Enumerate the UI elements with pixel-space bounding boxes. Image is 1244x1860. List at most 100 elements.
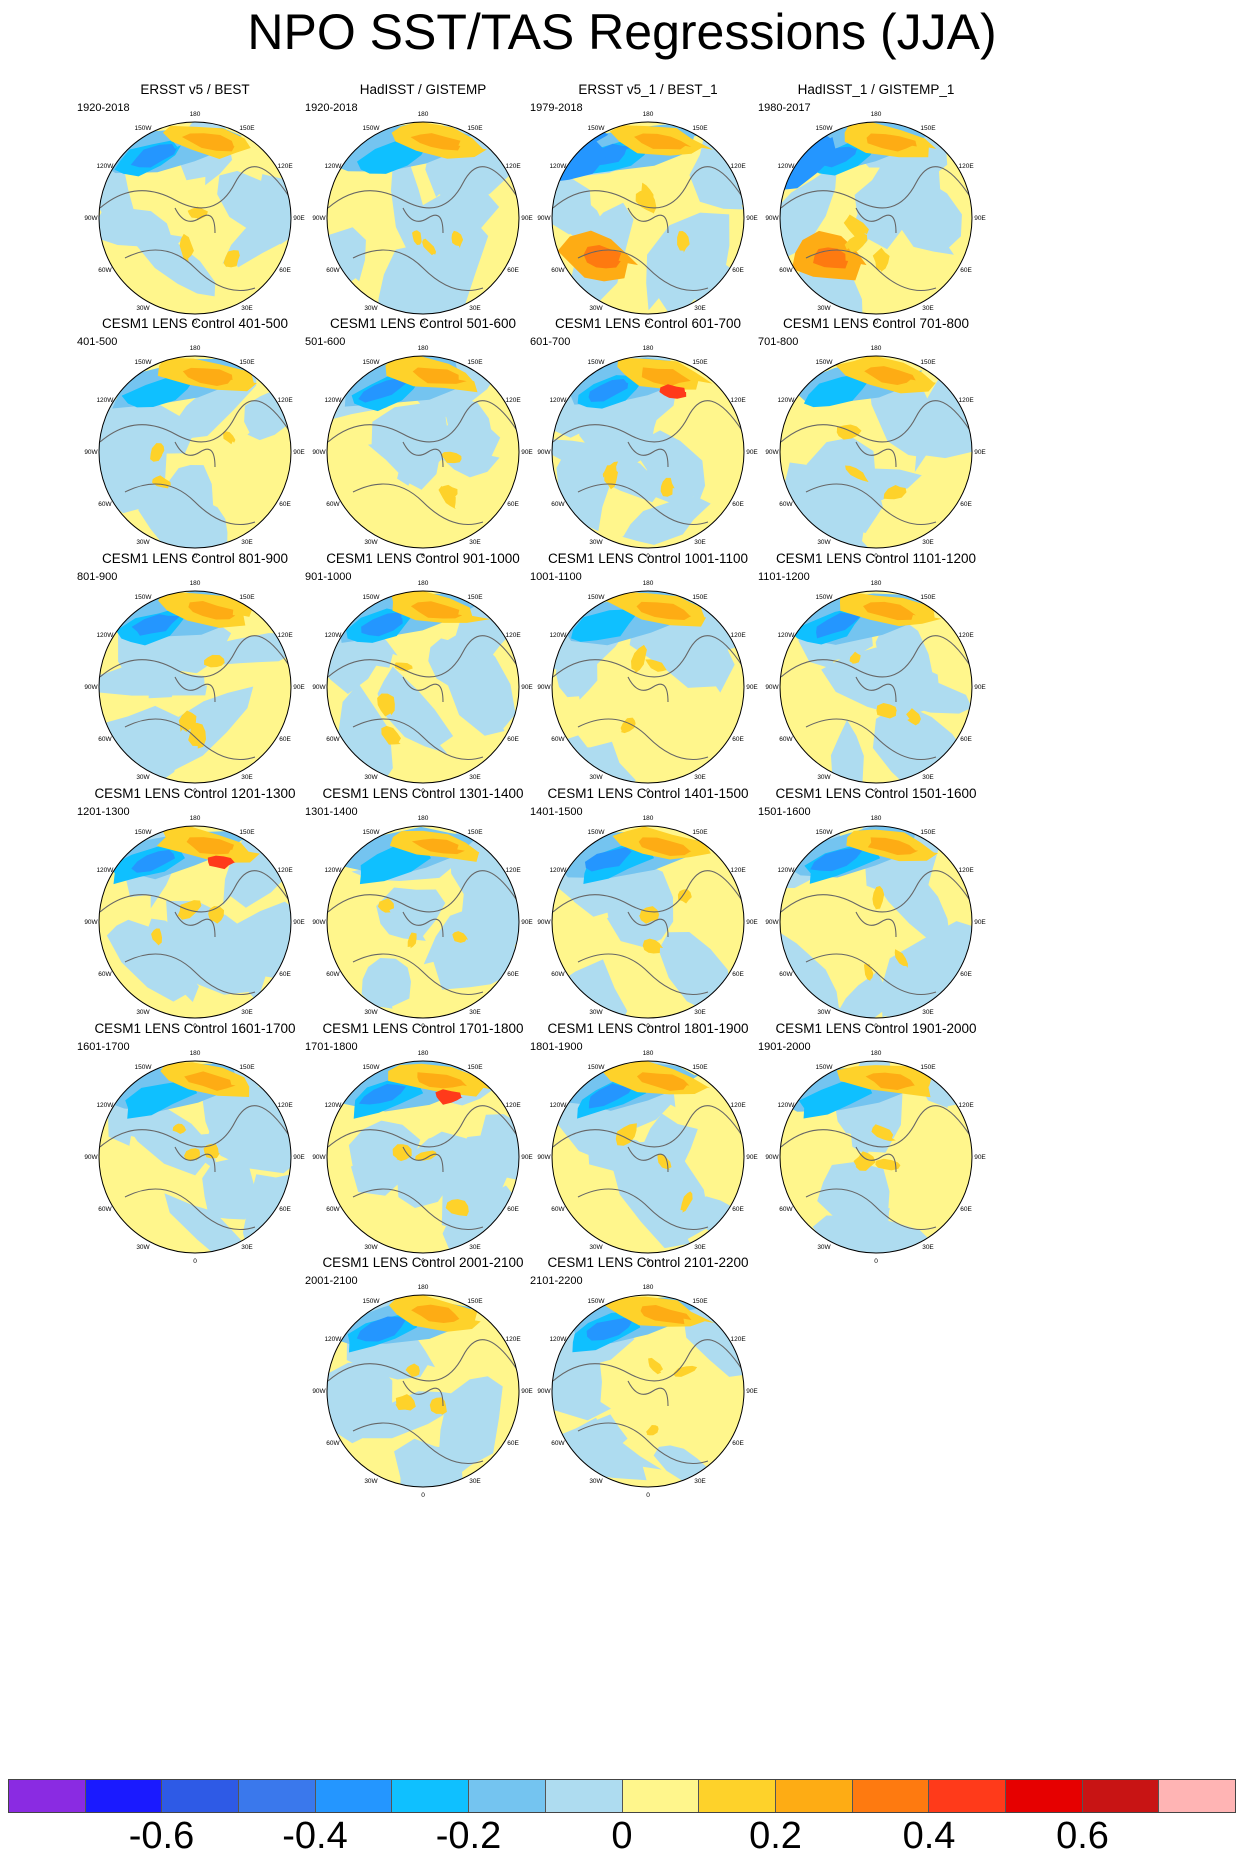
longitude-label: 0 bbox=[421, 319, 425, 326]
colorbar-tick-label: -0.2 bbox=[435, 1815, 502, 1857]
panel-title: HadISST_1 / GISTEMP_1 bbox=[797, 82, 955, 97]
map-panel: HadISST / GISTEMP 1920-2018 180 150E 120E 90E… bbox=[293, 82, 553, 352]
longitude-label: 180 bbox=[871, 580, 882, 587]
longitude-label: 90W bbox=[312, 919, 326, 926]
longitude-label: 60W bbox=[779, 1206, 793, 1213]
longitude-label: 150E bbox=[239, 829, 255, 836]
longitude-label: 180 bbox=[643, 1050, 654, 1057]
longitude-label: 150W bbox=[363, 1064, 381, 1071]
panel-title: ERSST v5 / BEST bbox=[140, 82, 250, 97]
longitude-label: 60W bbox=[326, 501, 340, 508]
longitude-label: 60E bbox=[279, 267, 291, 274]
longitude-label: 90E bbox=[293, 215, 305, 222]
colorbar-swatch bbox=[1082, 1780, 1160, 1812]
longitude-label: 150W bbox=[588, 829, 606, 836]
longitude-label: 120W bbox=[96, 867, 114, 874]
longitude-label: 30W bbox=[364, 1244, 378, 1251]
panel-period: 1301-1400 bbox=[305, 806, 358, 818]
longitude-label: 90E bbox=[293, 1154, 305, 1161]
longitude-label: 30E bbox=[922, 774, 934, 781]
map-panel: CESM1 LENS Control 1101-1200 1101-1200 180… bbox=[746, 551, 1006, 821]
longitude-label: 150W bbox=[816, 1064, 834, 1071]
longitude-label: 90E bbox=[746, 215, 758, 222]
longitude-label: 120E bbox=[730, 1336, 746, 1343]
longitude-label: 120E bbox=[730, 397, 746, 404]
longitude-label: 0 bbox=[193, 788, 197, 795]
colorbar-swatch bbox=[545, 1780, 623, 1812]
panel-title: CESM1 LENS Control 1301-1400 bbox=[322, 786, 524, 801]
panel-title: CESM1 LENS Control 1901-2000 bbox=[775, 1021, 977, 1036]
longitude-label: 90E bbox=[974, 919, 986, 926]
longitude-label: 0 bbox=[874, 788, 878, 795]
polar-map: 180 150E 120E 90E 60E 30E 0 30W 60W 90W 120W 150W bbox=[765, 1050, 986, 1265]
polar-map: 180 150E 120E 90E 60E 30E 0 30W 60W 90W 120W 150W bbox=[84, 815, 305, 1030]
longitude-label: 0 bbox=[646, 319, 650, 326]
longitude-label: 90E bbox=[746, 919, 758, 926]
longitude-label: 150W bbox=[588, 1064, 606, 1071]
longitude-label: 120E bbox=[505, 1336, 521, 1343]
longitude-label: 30E bbox=[469, 1244, 481, 1251]
polar-map: 180 150E 120E 90E 60E 30E 0 30W 60W 90W 120W 150W bbox=[537, 580, 758, 795]
longitude-label: 0 bbox=[193, 319, 197, 326]
longitude-label: 120E bbox=[730, 632, 746, 639]
longitude-label: 150E bbox=[920, 1064, 936, 1071]
longitude-label: 180 bbox=[190, 815, 201, 822]
longitude-label: 90E bbox=[974, 684, 986, 691]
longitude-label: 60E bbox=[279, 736, 291, 743]
longitude-label: 120W bbox=[549, 163, 567, 170]
longitude-label: 120E bbox=[958, 397, 974, 404]
longitude-label: 60W bbox=[779, 736, 793, 743]
longitude-label: 90E bbox=[974, 1154, 986, 1161]
longitude-label: 120W bbox=[324, 1336, 342, 1343]
longitude-label: 180 bbox=[418, 345, 429, 352]
longitude-label: 120W bbox=[324, 397, 342, 404]
longitude-label: 30W bbox=[364, 1478, 378, 1485]
longitude-label: 150E bbox=[239, 594, 255, 601]
longitude-label: 150E bbox=[467, 829, 483, 836]
longitude-label: 120E bbox=[505, 397, 521, 404]
colorbar-tick-label: -0.4 bbox=[282, 1815, 348, 1857]
longitude-label: 90W bbox=[84, 684, 98, 691]
longitude-label: 150E bbox=[239, 359, 255, 366]
colorbar-swatch bbox=[162, 1780, 240, 1812]
longitude-label: 0 bbox=[874, 553, 878, 560]
longitude-label: 120W bbox=[777, 632, 795, 639]
polar-map: 180 150E 120E 90E 60E 30E 0 30W 60W 90W 120W 150W bbox=[537, 815, 758, 1030]
longitude-label: 150E bbox=[467, 1298, 483, 1305]
longitude-label: 150E bbox=[467, 359, 483, 366]
longitude-label: 150W bbox=[135, 125, 153, 132]
panel-title: CESM1 LENS Control 2101-2200 bbox=[547, 1255, 749, 1270]
longitude-label: 150W bbox=[816, 594, 834, 601]
longitude-label: 150W bbox=[363, 594, 381, 601]
longitude-label: 120W bbox=[96, 1102, 114, 1109]
polar-map: 180 150E 120E 90E 60E 30E 0 30W 60W 90W 120W 150W bbox=[312, 111, 533, 326]
longitude-label: 150W bbox=[588, 125, 606, 132]
longitude-label: 60W bbox=[98, 501, 112, 508]
longitude-label: 30E bbox=[469, 539, 481, 546]
longitude-label: 0 bbox=[646, 1492, 650, 1499]
longitude-label: 90W bbox=[312, 449, 326, 456]
panel-period: 701-800 bbox=[758, 336, 799, 348]
panel-period: 2001-2100 bbox=[305, 1275, 358, 1287]
polar-map: 180 150E 120E 90E 60E 30E 0 30W 60W 90W 120W 150W bbox=[312, 1050, 533, 1265]
colorbar-swatch bbox=[1005, 1780, 1083, 1812]
longitude-label: 150E bbox=[467, 1064, 483, 1071]
polar-map: 180 150E 120E 90E 60E 30E 0 30W 60W 90W 120W 150W bbox=[84, 580, 305, 795]
map-panel: CESM1 LENS Control 701-800 701-800 180 150E… bbox=[746, 316, 1006, 586]
longitude-label: 60E bbox=[960, 1206, 972, 1213]
panel-period: 1801-1900 bbox=[530, 1041, 583, 1053]
longitude-label: 120E bbox=[505, 632, 521, 639]
longitude-label: 30E bbox=[469, 305, 481, 312]
longitude-label: 90E bbox=[521, 1388, 533, 1395]
longitude-label: 30E bbox=[694, 1009, 706, 1016]
panel-period: 801-900 bbox=[77, 571, 118, 583]
longitude-label: 60E bbox=[507, 501, 519, 508]
longitude-label: 180 bbox=[418, 1050, 429, 1057]
longitude-label: 120E bbox=[505, 163, 521, 170]
longitude-label: 30E bbox=[469, 1009, 481, 1016]
map-panel: CESM1 LENS Control 1501-1600 1501-1600 180… bbox=[746, 786, 1006, 1056]
longitude-label: 30W bbox=[817, 1009, 831, 1016]
panel-period: 1501-1600 bbox=[758, 806, 811, 818]
panel-title: CESM1 LENS Control 1401-1500 bbox=[547, 786, 749, 801]
colorbar-swatch bbox=[9, 1780, 86, 1812]
